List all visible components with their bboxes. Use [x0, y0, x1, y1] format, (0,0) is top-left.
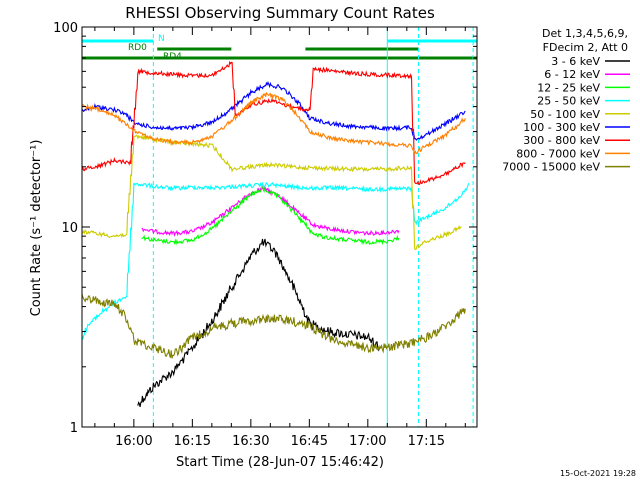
y-tick-label: 10	[61, 221, 78, 236]
legend-label: 800 - 7000 keV	[516, 147, 600, 160]
flag-label-n: N	[158, 34, 165, 44]
legend-header-line: Det 1,3,4,5,6,9,	[542, 27, 628, 40]
series-line-5	[81, 134, 462, 251]
series-line-6	[81, 81, 466, 141]
chart-title: RHESSI Observing Summary Count Rates	[125, 4, 435, 22]
series-layer	[81, 60, 470, 408]
x-tick-label: 17:00	[349, 434, 386, 449]
legend-label: 25 - 50 keV	[537, 95, 600, 108]
legend-label: 50 - 100 keV	[530, 108, 600, 121]
series-line-1	[137, 238, 381, 408]
legend-layer: Det 1,3,4,5,6,9,FDecim 2, Att 03 - 6 keV…	[502, 27, 630, 174]
series-line-9	[81, 294, 466, 359]
generated-timestamp: 15-Oct-2021 19:28	[560, 469, 636, 478]
y-tick-label: 100	[53, 21, 78, 36]
x-tick-label: 16:00	[115, 434, 152, 449]
y-axis-label: Count Rate (s⁻¹ detector⁻¹)	[29, 140, 44, 317]
x-tick-label: 16:30	[232, 434, 269, 449]
legend-label: 3 - 6 keV	[551, 55, 600, 68]
flag-label-rd0: RD0	[128, 43, 147, 53]
series-line-8	[81, 91, 466, 155]
series-line-4	[81, 181, 470, 340]
legend-label: 100 - 300 keV	[523, 121, 600, 134]
series-line-3	[141, 186, 400, 246]
legend-label: 6 - 12 keV	[544, 68, 600, 81]
y-tick-label: 1	[70, 421, 78, 436]
flags-layer: N RD0 RD4	[82, 27, 477, 427]
x-tick-label: 16:45	[291, 434, 328, 449]
x-tick-label: 16:15	[174, 434, 211, 449]
x-axis-label: Start Time (28-Jun-07 15:46:42)	[176, 455, 384, 470]
legend-label: 7000 - 15000 keV	[502, 161, 600, 174]
flag-label-rd4: RD4	[163, 52, 182, 62]
legend-header-line: FDecim 2, Att 0	[543, 41, 628, 54]
x-tick-label: 17:15	[408, 434, 445, 449]
series-line-7	[81, 60, 466, 186]
legend-label: 12 - 25 keV	[537, 81, 600, 94]
axes-layer: 1 10 100 16:00 16:15 16:30 16:45 17:00 17:15	[53, 21, 478, 449]
legend-label: 300 - 800 keV	[523, 134, 600, 147]
